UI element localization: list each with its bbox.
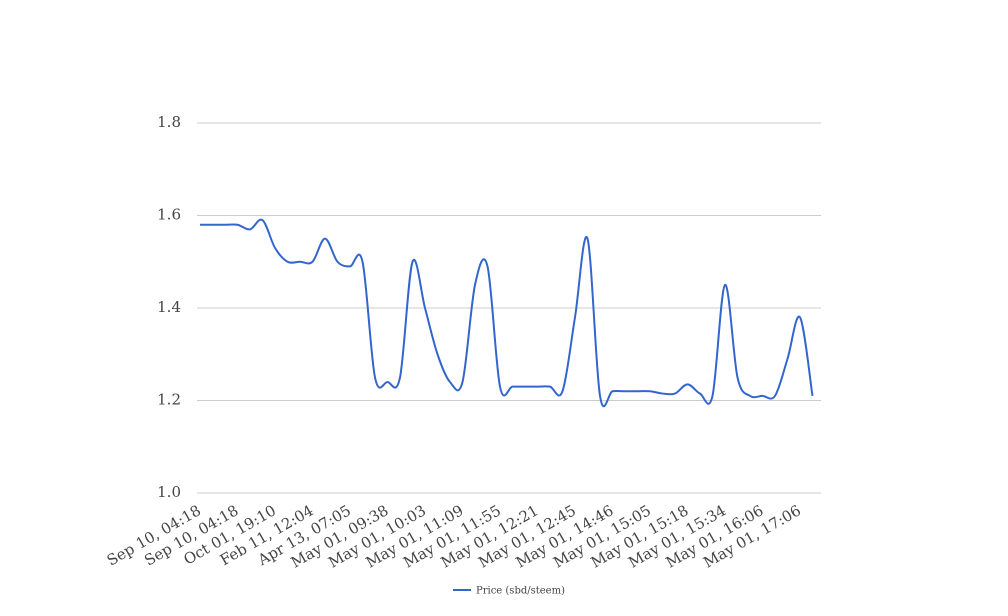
y-tick-label: 1.8	[157, 113, 181, 131]
y-tick-label: 1.2	[157, 391, 181, 409]
y-tick-label: 1.0	[157, 483, 181, 501]
legend-label: Price (sbd/steem)	[476, 586, 565, 597]
y-tick-label: 1.4	[157, 298, 181, 316]
price-line	[200, 218, 814, 407]
y-tick-label: 1.6	[157, 206, 181, 224]
